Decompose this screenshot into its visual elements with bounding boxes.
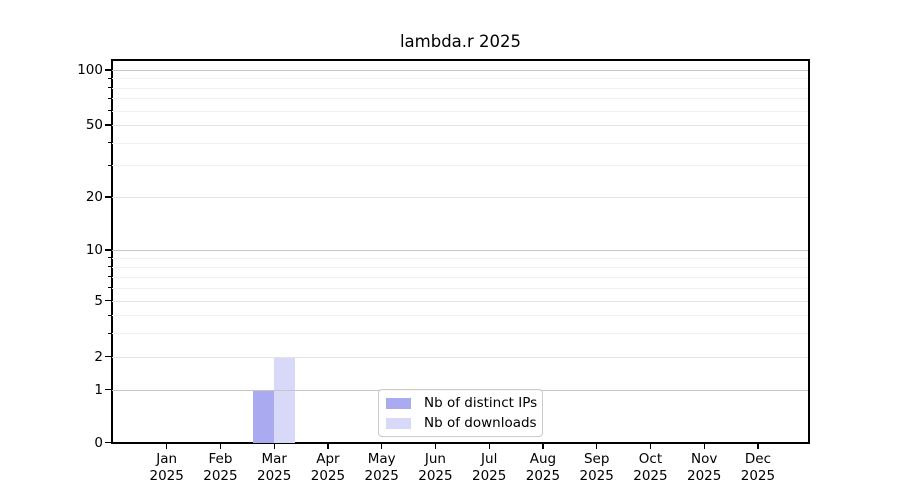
y-minor-tick-mark-6 xyxy=(107,287,112,289)
y-tick-label-100: 100 xyxy=(77,62,103,78)
y-minor-tick-mark-80 xyxy=(107,87,112,89)
y-minor-tick-mark-9 xyxy=(107,257,112,259)
legend-label-distinct-ips: Nb of distinct IPs xyxy=(424,395,538,411)
y-minor-tick-mark-40 xyxy=(107,142,112,144)
x-tick-mark-oct xyxy=(649,443,652,449)
x-tick-label-apr: Apr 2025 xyxy=(310,451,346,484)
y-tick-mark-20 xyxy=(104,196,112,198)
chart-title: lambda.r 2025 xyxy=(399,32,522,51)
bar-distinct-ips-mar xyxy=(253,389,275,443)
plot-border-top xyxy=(111,59,810,61)
downloads-swatch-icon xyxy=(386,417,411,429)
x-axis-line xyxy=(111,442,810,444)
x-tick-mark-mar xyxy=(273,443,275,449)
x-tick-mark-sep xyxy=(596,443,598,449)
minor-gridline-30 xyxy=(112,165,808,167)
x-tick-mark-jun xyxy=(434,443,437,449)
x-tick-label-mar: Mar 2025 xyxy=(257,451,292,484)
x-tick-label-jun: Jun 2025 xyxy=(418,451,453,484)
minor-gridline-3 xyxy=(112,333,808,335)
y-tick-mark-2 xyxy=(104,355,112,358)
y-minor-tick-mark-70 xyxy=(107,97,112,99)
x-tick-mark-nov xyxy=(703,443,705,449)
legend-item-downloads: Nb of downloads xyxy=(386,415,537,431)
y-tick-mark-5 xyxy=(104,299,112,302)
minor-gridline-40 xyxy=(112,142,808,144)
y-tick-label-5: 5 xyxy=(94,292,103,309)
bar-downloads-mar xyxy=(274,356,296,443)
legend-item-distinct-ips: Nb of distinct IPs xyxy=(386,395,538,411)
plot-border-right xyxy=(808,59,810,444)
x-tick-mark-dec xyxy=(757,443,759,449)
x-tick-mark-jul xyxy=(488,443,490,449)
y-tick-label-0: 0 xyxy=(94,434,103,451)
minor-gridline-8 xyxy=(112,266,808,268)
x-tick-label-jan: Jan 2025 xyxy=(149,451,184,484)
legend-label-downloads: Nb of downloads xyxy=(424,415,537,431)
minor-gridline-4 xyxy=(112,315,808,317)
y-minor-tick-mark-30 xyxy=(107,164,112,166)
x-tick-label-feb: Feb 2025 xyxy=(203,451,238,484)
y-minor-tick-mark-8 xyxy=(107,266,112,268)
x-tick-label-aug: Aug 2025 xyxy=(525,451,561,484)
minor-gridline-7 xyxy=(112,276,808,278)
x-tick-label-jul: Jul 2025 xyxy=(472,451,507,484)
x-tick-label-dec: Dec 2025 xyxy=(740,451,776,484)
y-tick-mark-1 xyxy=(104,388,112,391)
legend: Nb of distinct IPs Nb of downloads xyxy=(378,389,543,437)
y-minor-tick-mark-7 xyxy=(107,276,112,278)
minor-gridline-90 xyxy=(112,78,808,80)
x-tick-label-may: May 2025 xyxy=(364,451,399,484)
x-tick-label-sep: Sep 2025 xyxy=(579,451,614,484)
gridline-100 xyxy=(112,70,808,72)
x-tick-mark-jan xyxy=(166,443,168,449)
y-tick-label-2: 2 xyxy=(94,348,103,365)
x-tick-mark-may xyxy=(381,443,383,449)
gridline-10 xyxy=(112,250,808,252)
y-tick-mark-0 xyxy=(104,441,112,444)
x-tick-mark-aug xyxy=(542,443,544,449)
y-tick-label-10: 10 xyxy=(85,242,103,258)
minor-gridline-9 xyxy=(112,257,808,259)
plot-area xyxy=(112,59,808,443)
x-tick-mark-apr xyxy=(327,443,329,449)
y-tick-label-20: 20 xyxy=(85,189,103,205)
gridline-5 xyxy=(112,300,808,302)
y-tick-mark-10 xyxy=(104,249,112,251)
y-tick-label-50: 50 xyxy=(85,117,103,133)
x-tick-label-nov: Nov 2025 xyxy=(687,451,722,484)
gridline-20 xyxy=(112,197,808,198)
x-tick-label-oct: Oct 2025 xyxy=(633,451,668,484)
minor-gridline-70 xyxy=(112,98,808,100)
minor-gridline-60 xyxy=(112,110,808,112)
y-minor-tick-mark-90 xyxy=(107,77,112,79)
y-axis-line xyxy=(111,59,113,444)
minor-gridline-80 xyxy=(112,87,808,89)
y-tick-mark-100 xyxy=(104,69,112,71)
gridline-2 xyxy=(112,356,808,358)
y-minor-tick-mark-3 xyxy=(107,332,112,334)
minor-gridline-6 xyxy=(112,287,808,289)
y-tick-label-1: 1 xyxy=(94,381,103,398)
y-minor-tick-mark-60 xyxy=(107,110,112,112)
y-tick-mark-50 xyxy=(104,124,112,126)
y-minor-tick-mark-4 xyxy=(107,314,112,316)
distinct-ips-swatch-icon xyxy=(386,397,411,409)
gridline-50 xyxy=(112,125,808,126)
x-tick-mark-feb xyxy=(219,443,222,449)
